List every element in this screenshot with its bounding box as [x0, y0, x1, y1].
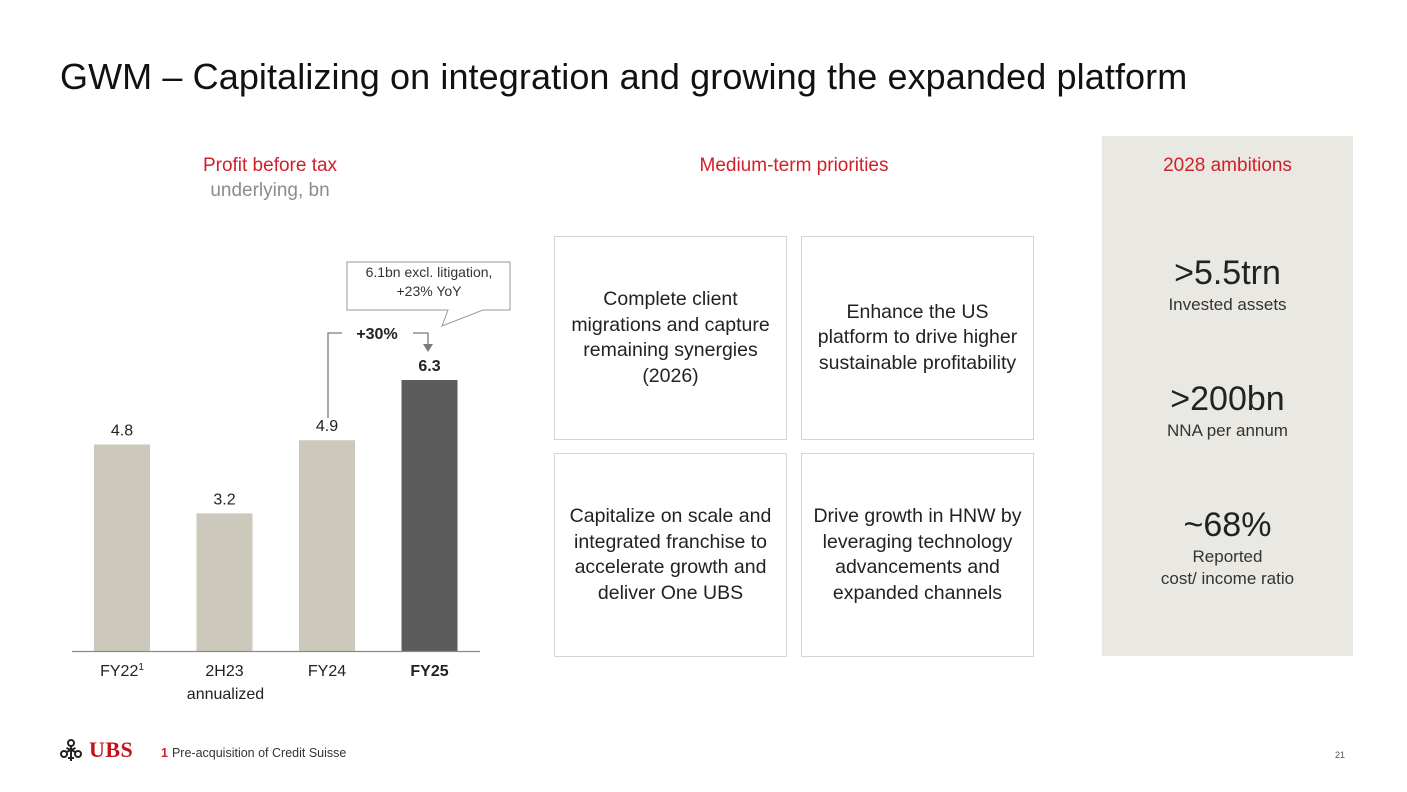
ambition-label: Invested assets — [1168, 295, 1287, 314]
bar-fy22 — [94, 444, 150, 651]
growth-connector-right — [413, 332, 429, 345]
priority-text: Capitalize on scale and integrated franc… — [569, 505, 772, 604]
keys-icon — [60, 739, 82, 761]
ambition-value: ~68% — [1183, 506, 1272, 544]
value-label-2h23: 3.2 — [213, 491, 235, 508]
ambition-label: NNA per annum — [1167, 421, 1288, 440]
tick-label-fy25: FY25 — [410, 663, 448, 680]
bar-fy25 — [401, 380, 458, 651]
ambitions-panel: 2028 ambitions >5.5trn Invested assets >… — [1102, 136, 1353, 656]
priority-box-4: Drive growth in HNW by leveraging techno… — [801, 453, 1034, 657]
chart-subtitle: underlying, bn — [210, 180, 330, 201]
value-label-fy24: 4.9 — [316, 418, 338, 435]
growth-arrowhead — [423, 344, 433, 352]
bar-fy24 — [299, 440, 355, 651]
value-label-fy22: 4.8 — [111, 423, 133, 440]
tick-label-fy22: FY221 — [100, 662, 144, 680]
priority-text: Complete client migrations and capture r… — [571, 288, 770, 387]
ambitions-heading: 2028 ambitions — [1163, 155, 1292, 176]
callout-text: 6.1bn excl. litigation, +23% YoY — [348, 263, 510, 301]
profit-before-tax-chart: 4.8FY2213.22H23annualized4.9FY246.3FY25 … — [72, 261, 511, 703]
tick-footnote-mark: 1 — [138, 662, 144, 673]
priority-box-1: Complete client migrations and capture r… — [554, 236, 787, 440]
chart-title: Profit before tax — [202, 155, 338, 176]
logo-text: UBS — [89, 737, 134, 762]
callout-line-2: +23% YoY — [396, 283, 462, 299]
bar-2h23 — [196, 513, 253, 651]
value-label-fy25: 6.3 — [418, 358, 440, 375]
ambition-label-2: cost/ income ratio — [1160, 569, 1295, 588]
priority-box-3: Capitalize on scale and integrated franc… — [554, 453, 787, 657]
callout-bubble — [346, 261, 511, 327]
growth-connector — [327, 332, 342, 418]
footnote: 1 Pre-acquisition of Credit Suisse — [161, 746, 346, 760]
priority-text: Enhance the US platform to drive higher … — [817, 300, 1018, 374]
page-title: GWM – Capitalizing on integration and gr… — [60, 56, 1188, 97]
ambition-invested-assets: >5.5trn Invested assets — [1102, 254, 1353, 316]
tick-label-fy24: FY24 — [308, 663, 346, 680]
footnote-text: Pre-acquisition of Credit Suisse — [171, 746, 347, 760]
page-number: 21 — [1335, 750, 1346, 760]
ambition-value: >5.5trn — [1174, 254, 1281, 292]
footnote-number: 1 — [161, 746, 168, 760]
ambition-nna: >200bn NNA per annum — [1102, 380, 1353, 442]
priority-text: Drive growth in HNW by leveraging techno… — [813, 505, 1022, 604]
tick-sublabel-2h23: annualized — [187, 686, 264, 703]
growth-annotation: +30% — [356, 326, 397, 343]
chart-heading: Profit before tax underlying, bn — [150, 155, 390, 202]
bars-layer: 4.8 FY221 3.2 2H23 annualized 4.9 FY24 6.3 FY25 — [94, 358, 458, 703]
ambition-label: Reported — [1192, 547, 1263, 566]
priorities-heading: Medium-term priorities — [699, 155, 889, 176]
ubs-logo: UBS — [58, 737, 133, 763]
callout-line-1: 6.1bn excl. litigation, — [365, 264, 493, 280]
ambition-cost-income: ~68% Reported cost/ income ratio — [1102, 506, 1353, 590]
ambition-value: >200bn — [1170, 380, 1285, 418]
tick-label-2h23: 2H23 — [205, 663, 243, 680]
priority-box-2: Enhance the US platform to drive higher … — [801, 236, 1034, 440]
